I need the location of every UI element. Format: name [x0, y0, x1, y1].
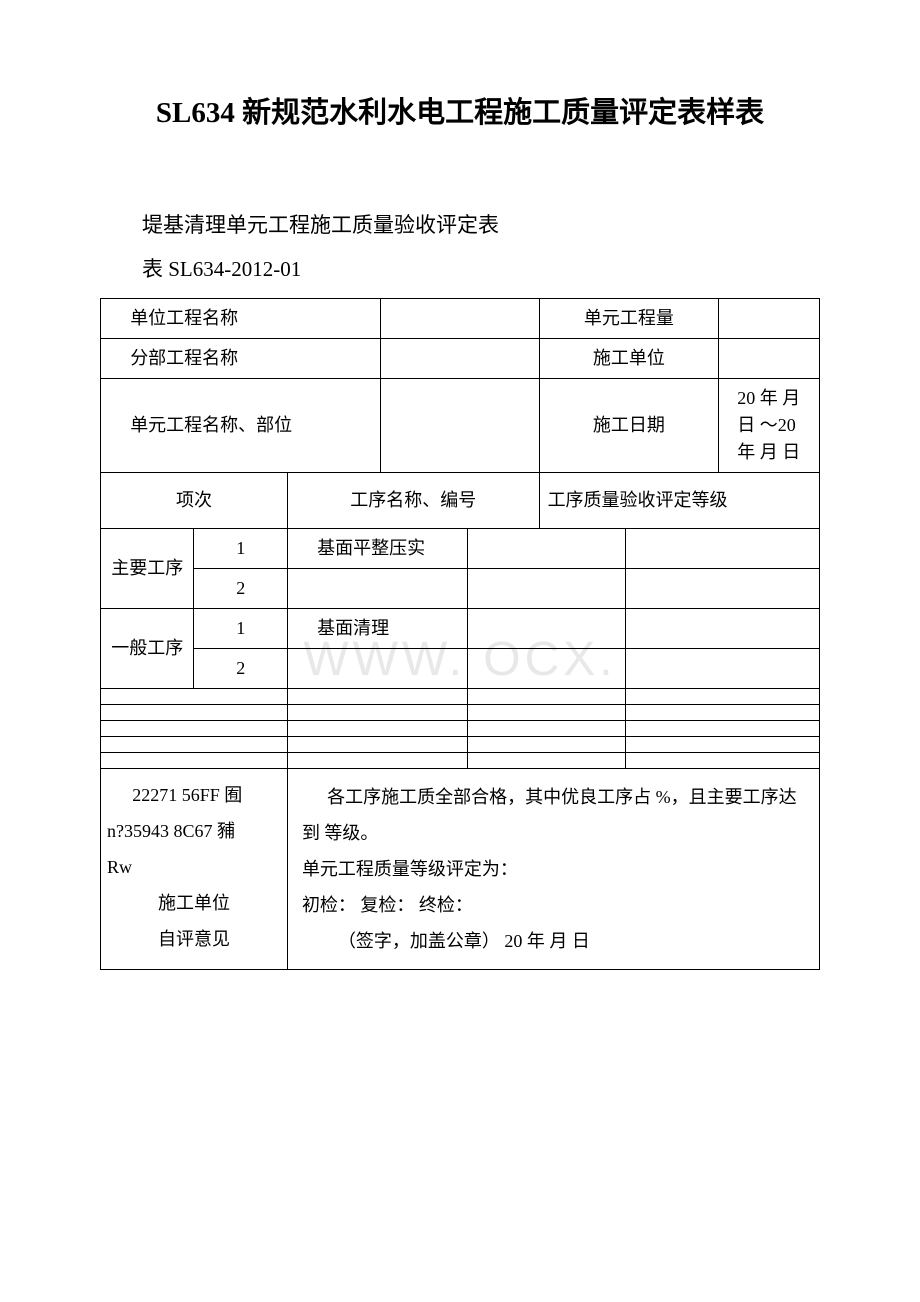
main-proc-num-1: 1	[194, 529, 287, 569]
unit-project-part-label: 单元工程名称、部位	[101, 379, 381, 473]
evaluation-table: 单位工程名称 单元工程量 分部工程名称 施工单位 单元工程名称、部位 施工日期 …	[100, 298, 820, 970]
empty-row-2	[101, 705, 820, 721]
gen-proc-num-2: 2	[194, 649, 287, 689]
gen-proc-blank-2	[467, 649, 625, 689]
main-proc-blank-1	[467, 529, 625, 569]
unit-project-name-value	[381, 299, 539, 339]
self-evaluation-label: 22271 56FF 囿 n?35943 8C67 豧 Rw 施工单位 自评意见	[101, 769, 288, 970]
gen-proc-grade-2	[625, 649, 819, 689]
gen-proc-blank-1	[467, 609, 625, 649]
division-project-name-label: 分部工程名称	[101, 339, 381, 379]
construction-unit-value	[719, 339, 820, 379]
document-title: SL634 新规范水利水电工程施工质量评定表样表	[100, 90, 820, 136]
main-proc-name-1: 基面平整压实	[287, 529, 467, 569]
quality-grade-header: 工序质量验收评定等级	[539, 473, 819, 529]
gen-proc-row-1: 一般工序 1 基面清理	[101, 609, 820, 649]
empty-row-1	[101, 689, 820, 705]
empty-row-3	[101, 721, 820, 737]
footer-row: 22271 56FF 囿 n?35943 8C67 豧 Rw 施工单位 自评意见…	[101, 769, 820, 970]
gen-proc-name-2	[287, 649, 467, 689]
construction-unit-label: 施工单位	[539, 339, 719, 379]
main-proc-num-2: 2	[194, 569, 287, 609]
main-proc-grade-1	[625, 529, 819, 569]
self-evaluation-content: 各工序施工质全部合格，其中优良工序占 %，且主要工序达到 等级。 单元工程质量等…	[287, 769, 819, 970]
main-proc-row-2: 2	[101, 569, 820, 609]
gen-proc-label: 一般工序	[101, 609, 194, 689]
gen-proc-row-2: 2	[101, 649, 820, 689]
division-project-name-value	[381, 339, 539, 379]
gen-proc-grade-1	[625, 609, 819, 649]
main-proc-label: 主要工序	[101, 529, 194, 609]
table-code: 表 SL634-2012-01	[100, 250, 820, 290]
main-proc-name-2	[287, 569, 467, 609]
unit-project-name-label: 单位工程名称	[101, 299, 381, 339]
process-name-header: 工序名称、编号	[287, 473, 539, 529]
construction-date-value: 20 年 月 日 ～20 年 月 日	[719, 379, 820, 473]
item-number-header: 项次	[101, 473, 288, 529]
empty-row-5	[101, 753, 820, 769]
main-proc-blank-2	[467, 569, 625, 609]
header-row-1: 单位工程名称 单元工程量	[101, 299, 820, 339]
section-header-row: 项次 工序名称、编号 工序质量验收评定等级	[101, 473, 820, 529]
construction-date-label: 施工日期	[539, 379, 719, 473]
unit-quantity-label: 单元工程量	[539, 299, 719, 339]
unit-project-part-value	[381, 379, 539, 473]
main-proc-row-1: 主要工序 1 基面平整压实	[101, 529, 820, 569]
empty-row-4	[101, 737, 820, 753]
gen-proc-name-1: 基面清理	[287, 609, 467, 649]
main-proc-grade-2	[625, 569, 819, 609]
gen-proc-num-1: 1	[194, 609, 287, 649]
header-row-2: 分部工程名称 施工单位	[101, 339, 820, 379]
document-subtitle: 堤基清理单元工程施工质量验收评定表	[100, 206, 820, 246]
unit-quantity-value	[719, 299, 820, 339]
header-row-3: 单元工程名称、部位 施工日期 20 年 月 日 ～20 年 月 日	[101, 379, 820, 473]
